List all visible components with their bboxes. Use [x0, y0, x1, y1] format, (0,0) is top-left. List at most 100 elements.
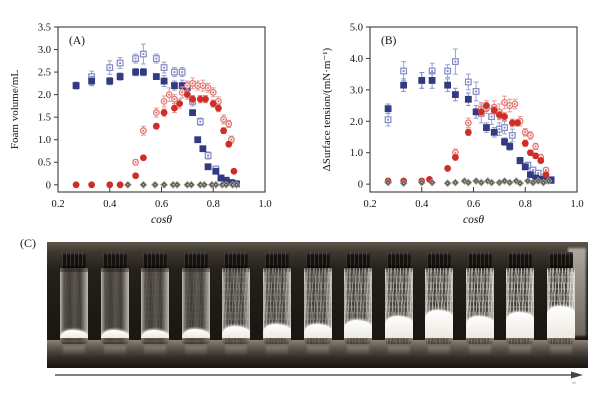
- vial-base-shadow: [303, 338, 332, 344]
- vial-glass-body: [344, 268, 373, 344]
- vial-base-shadow: [181, 338, 210, 344]
- chart-panel-a: 0.2 0.4 0.6 0.8 1.0 0 0.5 1.0 1.5 2.0 2.5 3.0 3.5 cos…: [9, 23, 272, 227]
- arrow-end-note: ≈: [572, 381, 576, 387]
- svg-text:(B): (B): [381, 35, 397, 47]
- svg-text:2.5: 2.5: [38, 68, 51, 79]
- svg-text:3.0: 3.0: [38, 45, 51, 56]
- vial-cap: [346, 252, 371, 268]
- svg-text:1.0: 1.0: [350, 148, 363, 159]
- increasing-direction-arrow: ≈: [55, 371, 583, 387]
- vial-cap: [102, 252, 127, 268]
- vial-cap: [264, 252, 289, 268]
- vial-photo: [47, 242, 588, 368]
- vial: [140, 252, 170, 356]
- vial-foam: [425, 310, 454, 338]
- vial-glass-body: [262, 268, 291, 344]
- svg-text:4.0: 4.0: [350, 54, 363, 65]
- svg-text:0.8: 0.8: [207, 199, 220, 210]
- vial-foam: [100, 330, 129, 338]
- vial-cap: [508, 252, 533, 268]
- vial-table-reflection: [184, 346, 207, 356]
- vial-base-shadow: [425, 338, 454, 344]
- svg-text:1.0: 1.0: [570, 199, 583, 210]
- svg-text:1.0: 1.0: [258, 199, 271, 210]
- vial-base-shadow: [465, 338, 494, 344]
- vial-glass-body: [425, 268, 454, 344]
- panel-c-label: (C): [20, 236, 36, 250]
- vial-neck-shadow: [181, 268, 210, 272]
- svg-text:cosθ: cosθ: [151, 214, 172, 226]
- vial-foam: [547, 306, 575, 338]
- vial-foam: [506, 312, 535, 338]
- svg-text:5.0: 5.0: [350, 23, 363, 34]
- svg-text:0.4: 0.4: [103, 199, 117, 210]
- vial: [546, 252, 576, 356]
- vial-table-reflection: [428, 346, 451, 356]
- vial: [343, 252, 373, 356]
- vial-foam: [465, 316, 494, 338]
- vial-cap: [467, 252, 492, 268]
- vial-base-shadow: [262, 338, 291, 344]
- vial-cap: [183, 252, 208, 268]
- vial-cap: [62, 252, 86, 268]
- vial-glass-body: [465, 268, 494, 344]
- svg-text:2.0: 2.0: [38, 90, 51, 101]
- vial-base-shadow: [100, 338, 129, 344]
- vial-foam: [303, 324, 332, 338]
- svg-text:ΔSurface tension/(mN·m⁻¹): ΔSurface tension/(mN·m⁻¹): [321, 47, 333, 171]
- vial-foam: [60, 330, 88, 338]
- vial-glass-body: [506, 268, 535, 344]
- vial-cap: [305, 252, 330, 268]
- vial-foam: [384, 316, 413, 338]
- vial-cap: [386, 252, 411, 268]
- svg-text:3.5: 3.5: [38, 23, 51, 34]
- vial-glass-body: [181, 268, 210, 344]
- vial-table-reflection: [387, 346, 410, 356]
- svg-text:0.4: 0.4: [415, 199, 429, 210]
- chart-panel-b: 0.2 0.4 0.6 0.8 1.0 0 1.0 2.0 3.0 4.0 5.0 cosθ ΔSurf…: [321, 23, 584, 227]
- vial-glass-body: [384, 268, 413, 344]
- svg-text:0.5: 0.5: [38, 158, 51, 169]
- arrow-head-icon: [571, 371, 583, 379]
- svg-text:2.0: 2.0: [350, 117, 363, 128]
- vial: [424, 252, 454, 356]
- photo-table-surface: [47, 340, 588, 368]
- vial: [181, 252, 211, 356]
- vial-table-reflection: [509, 346, 532, 356]
- vial-table-reflection: [63, 346, 85, 356]
- vial-base-shadow: [506, 338, 535, 344]
- vial-cap: [549, 252, 573, 268]
- vial-table-reflection: [468, 346, 491, 356]
- vial: [303, 252, 333, 356]
- svg-text:0: 0: [358, 180, 363, 191]
- vial-table-reflection: [306, 346, 329, 356]
- vial-base-shadow: [60, 338, 88, 344]
- vial-table-reflection: [347, 346, 370, 356]
- vial-base-shadow: [141, 338, 170, 344]
- vial: [262, 252, 292, 356]
- vial-base-shadow: [384, 338, 413, 344]
- vial-glass-body: [547, 268, 575, 344]
- vial-glass-body: [141, 268, 170, 344]
- vial-foam: [141, 330, 170, 338]
- svg-text:1.5: 1.5: [38, 113, 51, 124]
- vial-glass-body: [222, 268, 251, 344]
- vial-cap: [224, 252, 249, 268]
- svg-text:Foam volume/mL: Foam volume/mL: [9, 70, 21, 149]
- svg-text:0.2: 0.2: [363, 199, 376, 210]
- vial-cap: [143, 252, 168, 268]
- svg-text:0.6: 0.6: [155, 199, 168, 210]
- vial-foam: [181, 329, 210, 338]
- vial-neck-shadow: [222, 268, 251, 272]
- vial: [505, 252, 535, 356]
- vial: [221, 252, 251, 356]
- vial-neck-shadow: [100, 268, 129, 272]
- svg-text:cosθ: cosθ: [463, 214, 484, 226]
- svg-text:0.8: 0.8: [519, 199, 532, 210]
- vial-base-shadow: [222, 338, 251, 344]
- vial: [465, 252, 495, 356]
- vial: [59, 252, 89, 356]
- vial: [100, 252, 130, 356]
- svg-text:(A): (A): [69, 35, 85, 47]
